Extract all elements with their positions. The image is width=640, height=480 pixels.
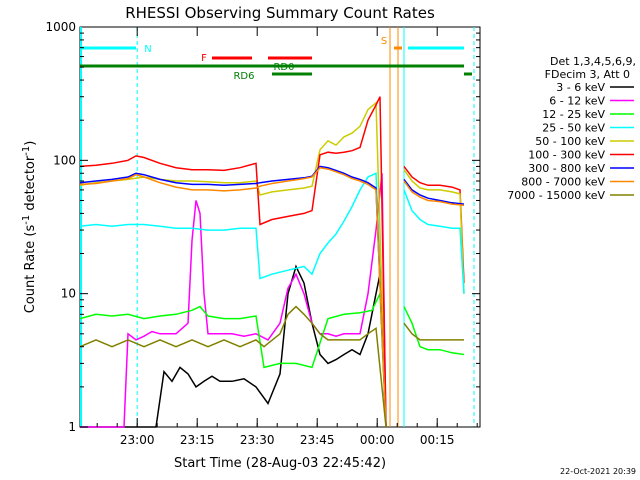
legend-label: 100 - 300 keV: [528, 149, 605, 162]
y-tick-label: 100: [53, 153, 76, 167]
annot-rd6: RD6: [233, 71, 254, 82]
annot-s: S: [381, 36, 387, 47]
plot-layer: N F RD0 RD6 S: [79, 27, 475, 428]
legend-header-line1: Det 1,3,4,5,6,9,: [550, 55, 636, 68]
x-tick-label: 23:30: [240, 433, 275, 447]
y-axis-label: Count Rate (s-1 detector-1): [21, 141, 38, 314]
y-tick-label: 1000: [45, 20, 76, 34]
y-axis-label-start: Count Rate (s: [23, 225, 38, 314]
series-line-0: [80, 264, 387, 428]
series-line-after-gap-0: [403, 165, 465, 284]
series-line-2: [79, 293, 387, 428]
series-line-after-gap-4: [403, 189, 465, 294]
series-line-after-gap-6: [403, 322, 464, 341]
legend-header-line2: FDecim 3, Att 0: [545, 68, 630, 81]
y-axis-label-mid: detector: [23, 155, 38, 215]
series-line-3: [79, 172, 387, 428]
series-line-1: [80, 173, 387, 428]
legend-label: 6 - 12 keV: [549, 95, 605, 108]
y-axis-label-sup1: -1: [21, 215, 32, 225]
chart-title: RHESSI Observing Summary Count Rates: [125, 4, 435, 22]
x-axis-label: Start Time (28-Aug-03 22:45:42): [174, 456, 386, 471]
legend-label: 25 - 50 keV: [542, 122, 605, 135]
series-line-after-gap-1: [403, 169, 465, 294]
y-axis-label-end: ): [23, 141, 38, 146]
x-tick-label: 23:45: [300, 433, 335, 447]
y-tick-label: 10: [61, 287, 76, 301]
legend: Det 1,3,4,5,6,9, FDecim 3, Att 0 3 - 6 k…: [507, 55, 636, 202]
annot-n: N: [144, 44, 151, 55]
legend-label: 12 - 25 keV: [542, 108, 605, 121]
x-tick-label: 23:15: [180, 433, 215, 447]
x-tick-label: 00:00: [360, 433, 395, 447]
series-line-after-gap-3: [403, 180, 465, 207]
series-line-6: [79, 165, 387, 428]
annot-f: F: [201, 53, 207, 64]
series-line-7: [79, 166, 387, 428]
legend-label: 7000 - 15000 keV: [507, 189, 605, 202]
y-axis-label-sup2: -1: [21, 146, 32, 156]
x-tick-label: 00:15: [420, 433, 455, 447]
legend-label: 800 - 7000 keV: [521, 176, 605, 189]
y-tick-label: 1: [68, 420, 76, 434]
series-line-8: [79, 305, 387, 428]
series-line-5: [79, 96, 387, 428]
legend-label: 3 - 6 keV: [556, 81, 605, 94]
axis-layer: 1 10 100 1000 23:00 23:15 23:30 23:45 00:00 00:15: [45, 20, 480, 447]
x-tick-label: 23:00: [120, 433, 155, 447]
series-line-after-gap-5: [403, 306, 465, 356]
annot-rd0: RD0: [273, 62, 294, 73]
legend-label: 300 - 800 keV: [528, 162, 605, 175]
footer-timestamp: 22-Oct-2021 20:39: [560, 467, 636, 476]
series-line-after-gap-2: [403, 178, 465, 205]
legend-label: 50 - 100 keV: [535, 135, 605, 148]
